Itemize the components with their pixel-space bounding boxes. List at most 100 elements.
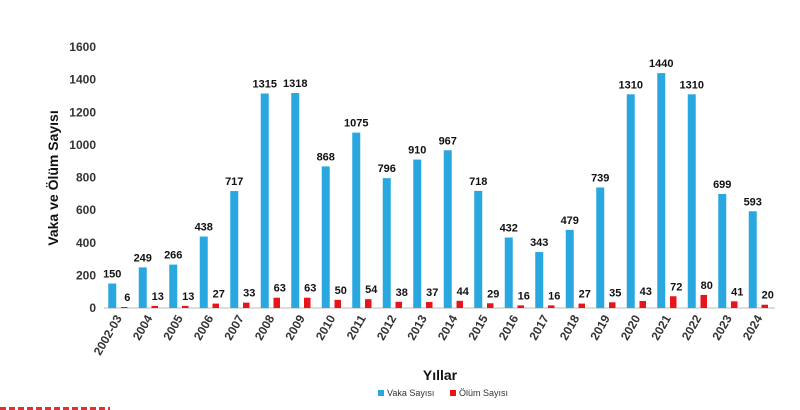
data-label-olum-2002-03: 6 (124, 292, 130, 304)
data-label-vaka-2006: 438 (195, 222, 213, 234)
bar-vaka-2011 (352, 132, 361, 308)
data-label-vaka-2002-03: 150 (103, 269, 121, 281)
bar-vaka-2009 (291, 93, 300, 308)
bar-vaka-2013 (413, 159, 422, 308)
x-tick-label: 2024 (740, 312, 766, 342)
x-tick-label: 2021 (648, 312, 674, 342)
data-label-vaka-2009: 1318 (283, 78, 307, 90)
data-label-vaka-2013: 910 (408, 145, 426, 157)
x-tick-label: 2015 (465, 312, 491, 342)
x-tick-label: 2014 (435, 312, 461, 342)
y-tick-label: 200 (76, 268, 96, 282)
bar-vaka-2020 (626, 94, 635, 309)
x-tick-label: 2020 (618, 312, 644, 342)
x-tick-label: 2008 (252, 312, 278, 342)
x-tick-label: 2023 (709, 312, 735, 342)
data-label-olum-2018: 27 (579, 289, 591, 301)
bar-vaka-2002-03 (108, 283, 117, 308)
data-label-vaka-2024: 593 (744, 196, 762, 208)
bar-vaka-2014 (443, 150, 452, 308)
bar-olum-2002-03 (121, 307, 128, 308)
data-label-olum-2005: 13 (182, 291, 194, 303)
data-label-olum-2024: 20 (762, 290, 774, 302)
x-axis: 2002-03 2004 2005 2006 2007 2008 2009 2010 2011 2… (91, 312, 766, 357)
bar-olum-2010 (334, 299, 341, 308)
data-label-olum-2014: 44 (457, 286, 470, 298)
bar-olum-2008 (273, 297, 280, 308)
data-label-vaka-2018: 479 (561, 215, 579, 227)
bar-vaka-2021 (657, 73, 666, 308)
bar-olum-2015 (487, 303, 494, 308)
data-label-vaka-2005: 266 (164, 250, 182, 262)
data-label-vaka-2023: 699 (713, 179, 731, 191)
data-label-olum-2017: 16 (548, 290, 560, 302)
data-label-vaka-2021: 1440 (649, 58, 673, 70)
bar-olum-2021 (670, 296, 677, 308)
data-label-vaka-2011: 1075 (344, 118, 368, 130)
data-label-olum-2015: 29 (487, 288, 499, 300)
bar-vaka-2018 (565, 229, 574, 308)
data-label-vaka-2007: 717 (225, 176, 243, 188)
data-label-vaka-2016: 432 (500, 223, 518, 235)
bar-olum-2020 (639, 300, 646, 308)
bar-vaka-2005 (169, 264, 178, 308)
data-label-vaka-2012: 796 (378, 163, 396, 175)
data-label-olum-2012: 38 (396, 287, 408, 299)
data-label-vaka-2008: 1315 (253, 78, 277, 90)
data-label-olum-2016: 16 (518, 290, 530, 302)
bar-vaka-2004 (138, 267, 147, 308)
x-tick-label: 2012 (374, 312, 400, 342)
x-tick-label: 2019 (587, 312, 613, 342)
data-label-olum-2007: 33 (243, 288, 255, 300)
y-tick-label: 1600 (69, 40, 96, 54)
data-label-vaka-2015: 718 (469, 176, 487, 188)
bar-olum-2018 (578, 303, 585, 308)
bar-olum-2012 (395, 301, 402, 308)
data-label-olum-2013: 37 (426, 287, 438, 299)
data-label-olum-2023: 41 (731, 286, 743, 298)
footer-decoration (0, 407, 110, 410)
legend-label: Vaka Sayısı (387, 388, 434, 398)
legend-swatch (378, 390, 384, 396)
data-label-olum-2021: 72 (670, 281, 682, 293)
data-label-vaka-2020: 1310 (619, 79, 643, 91)
data-label-vaka-2017: 343 (530, 237, 548, 249)
bar-olum-2016 (517, 305, 524, 308)
x-axis-title: Yıllar (423, 367, 458, 383)
x-tick-label: 2016 (496, 312, 522, 342)
x-tick-label: 2011 (344, 312, 369, 342)
bar-olum-2013 (426, 301, 433, 308)
data-label-olum-2006: 27 (213, 289, 225, 301)
bar-olum-2007 (243, 302, 250, 308)
bar-olum-2005 (182, 305, 189, 308)
bar-olum-2017 (548, 305, 555, 308)
y-tick-label: 1200 (69, 105, 96, 119)
x-tick-label: 2002-03 (91, 312, 125, 357)
bar-vaka-2022 (687, 94, 696, 309)
y-tick-label: 1000 (69, 138, 96, 152)
data-label-olum-2011: 54 (365, 284, 378, 296)
data-label-vaka-2010: 868 (317, 151, 335, 163)
y-tick-label: 800 (76, 171, 96, 185)
x-tick-label: 2009 (282, 312, 308, 342)
bar-vaka-2007 (230, 191, 239, 308)
x-tick-label: 2013 (404, 312, 430, 342)
y-tick-label: 1400 (69, 73, 96, 87)
legend-label: Ölüm Sayısı (459, 388, 508, 398)
bar-vaka-2017 (535, 252, 544, 308)
data-label-vaka-2019: 739 (591, 172, 609, 184)
data-label-vaka-2004: 249 (134, 252, 152, 264)
y-axis-title: Vaka ve Ölüm Sayısı (45, 110, 61, 245)
bar-olum-2009 (304, 297, 311, 308)
y-tick-label: 600 (76, 203, 96, 217)
data-label-olum-2020: 43 (640, 286, 652, 298)
y-tick-label: 0 (89, 301, 96, 315)
bar-vaka-2008 (260, 93, 269, 308)
bar-vaka-2016 (504, 237, 513, 308)
x-tick-label: 2018 (557, 312, 583, 342)
bar-olum-2023 (731, 301, 738, 308)
data-label-olum-2019: 35 (609, 287, 621, 299)
x-tick-label: 2004 (130, 312, 156, 342)
